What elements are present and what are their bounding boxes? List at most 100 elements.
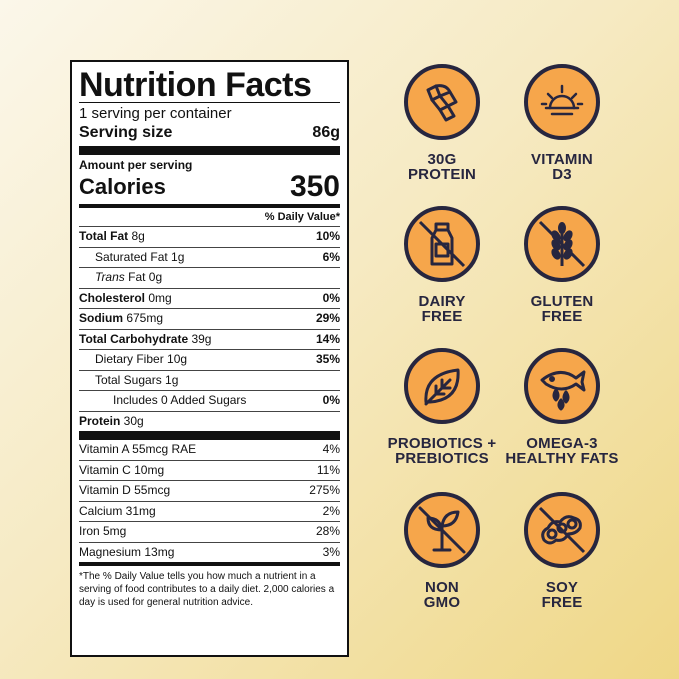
divider bbox=[79, 146, 340, 155]
nutrient-amount: Fat 0g bbox=[124, 270, 163, 284]
badge-label-line: VITAMIN bbox=[531, 151, 593, 168]
vitamin-label: Magnesium 13mg bbox=[79, 544, 175, 559]
divider bbox=[79, 204, 340, 208]
nutrient-amount: 30g bbox=[120, 413, 144, 428]
nutrient-dv: 0% bbox=[322, 393, 340, 407]
nutrient-amount: 0mg bbox=[145, 290, 172, 305]
badge-label-line: FREE bbox=[541, 308, 583, 325]
badge-label-line: 30G bbox=[427, 151, 457, 168]
badge-label: DAIRY FREE bbox=[382, 294, 502, 324]
nutrient-dv: 6% bbox=[322, 249, 340, 264]
badge-label-line: NON bbox=[425, 579, 459, 596]
sprout-crossed-icon bbox=[418, 506, 466, 554]
badge-label-line: OMEGA-3 bbox=[526, 435, 598, 452]
nutrient-dv: 10% bbox=[315, 229, 340, 243]
nutrient-row-total-sugars: Total Sugars 1g bbox=[79, 369, 340, 391]
badge-label-line: HEALTHY FATS bbox=[505, 450, 619, 467]
badge-circle bbox=[404, 206, 480, 282]
nutrition-title: Nutrition Facts bbox=[79, 66, 312, 104]
servings-per-container: 1 serving per container bbox=[79, 105, 232, 122]
badge-gluten-free: GLUTEN FREE bbox=[502, 206, 622, 324]
vitamin-dv: 11% bbox=[316, 462, 340, 477]
vitamin-label: Vitamin C 10mg bbox=[79, 462, 165, 477]
nutrient-dv: 29% bbox=[315, 311, 340, 325]
soybean-crossed-icon bbox=[538, 506, 586, 554]
divider bbox=[79, 431, 340, 440]
badge-circle bbox=[404, 64, 480, 140]
serving-size-row: Serving size 86g bbox=[79, 123, 340, 146]
vitamin-row: Calcium 31mg 2% bbox=[79, 500, 340, 522]
badge-label: SOY FREE bbox=[502, 580, 622, 610]
vitamin-dv: 2% bbox=[322, 503, 340, 518]
vitamin-label: Vitamin A 55mcg RAE bbox=[79, 442, 197, 456]
nutrient-amount: 10g bbox=[163, 352, 188, 366]
badge-label-line: PROTEIN bbox=[407, 166, 477, 183]
nutrient-label: Total Carbohydrate bbox=[79, 331, 189, 346]
badge-circle bbox=[524, 206, 600, 282]
badge-circle bbox=[404, 492, 480, 568]
nutrient-dv: 35% bbox=[315, 352, 340, 366]
badge-label-line: FREE bbox=[421, 308, 463, 325]
divider bbox=[79, 562, 340, 566]
badge-circle bbox=[524, 348, 600, 424]
nutrient-label: Saturated Fat bbox=[95, 249, 168, 264]
badge-non-gmo: NON GMO bbox=[382, 492, 502, 610]
badge-label: OMEGA-3 HEALTHY FATS bbox=[494, 436, 630, 466]
badge-dairy-free: DAIRY FREE bbox=[382, 206, 502, 324]
nutrient-label: Includes 0 Added Sugars bbox=[113, 393, 247, 407]
nutrient-amount: 39g bbox=[188, 331, 212, 346]
calories-row: Calories 350 bbox=[79, 172, 340, 204]
vitamin-dv: 275% bbox=[309, 483, 340, 497]
vitamin-dv: 3% bbox=[322, 544, 340, 559]
vitamin-row: Vitamin D 55mcg 275% bbox=[79, 480, 340, 501]
vitamin-label: Calcium 31mg bbox=[79, 503, 156, 518]
badge-label: VITAMIN D3 bbox=[502, 152, 622, 182]
nutrient-row-total-carbohydrate: Total Carbohydrate 39g 14% bbox=[79, 328, 340, 350]
badge-label: PROBIOTICS + PREBIOTICS bbox=[374, 436, 510, 466]
vitamin-row: Iron 5mg 28% bbox=[79, 521, 340, 542]
nutrient-row-trans-fat: Trans Fat 0g bbox=[79, 267, 340, 288]
badge-probiotics: PROBIOTICS + PREBIOTICS bbox=[374, 348, 510, 466]
badge-label-line: FREE bbox=[541, 594, 583, 611]
vitamin-dv: 28% bbox=[315, 524, 340, 538]
badge-label: GLUTEN FREE bbox=[502, 294, 622, 324]
badge-circle bbox=[524, 492, 600, 568]
badge-vitamin-d3: VITAMIN D3 bbox=[502, 64, 622, 182]
serving-size-value: 86g bbox=[312, 124, 340, 141]
nutrient-dv: 0% bbox=[322, 290, 340, 305]
wheat-crossed-icon bbox=[538, 220, 586, 268]
nutrient-label: Protein bbox=[79, 413, 121, 428]
badge-label-line: DAIRY bbox=[418, 293, 466, 310]
daily-value-header: % Daily Value* bbox=[264, 211, 340, 223]
vitamin-row: Vitamin A 55mcg RAE 4% bbox=[79, 440, 340, 460]
nutrient-amount: 1g bbox=[167, 249, 185, 264]
vitamin-label: Iron 5mg bbox=[79, 524, 127, 538]
milk-bottle-crossed-icon bbox=[418, 220, 466, 268]
amount-per-serving: Amount per serving bbox=[79, 158, 193, 172]
badge-label-line: PREBIOTICS bbox=[395, 450, 489, 467]
nutrient-label: Trans bbox=[95, 270, 125, 284]
badge-label-line: GMO bbox=[423, 594, 461, 611]
badge-label: NON GMO bbox=[382, 580, 502, 610]
nutrient-amount: 1g bbox=[161, 372, 179, 387]
badge-label-line: PROBIOTICS + bbox=[387, 435, 497, 452]
nutrient-label: Sodium bbox=[79, 311, 123, 325]
nutrient-row-added-sugars: Includes 0 Added Sugars 0% bbox=[79, 390, 340, 411]
badge-protein: 30G PROTEIN bbox=[382, 64, 502, 182]
nutrient-row-protein: Protein 30g bbox=[79, 410, 340, 432]
nutrient-label: Cholesterol bbox=[79, 290, 146, 305]
nutrient-label: Total Sugars bbox=[95, 372, 162, 387]
nutrient-row-dietary-fiber: Dietary Fiber 10g 35% bbox=[79, 349, 340, 370]
serving-size-label: Serving size bbox=[79, 124, 173, 141]
nutrient-dv: 14% bbox=[315, 331, 340, 346]
protein-ribbon-icon bbox=[426, 84, 458, 122]
vitamin-dv: 4% bbox=[322, 442, 340, 456]
badge-omega-3: OMEGA-3 HEALTHY FATS bbox=[494, 348, 630, 466]
nutrient-row-saturated-fat: Saturated Fat 1g 6% bbox=[79, 246, 340, 268]
badge-label: 30G PROTEIN bbox=[382, 152, 502, 182]
badge-circle bbox=[404, 348, 480, 424]
badge-label-line: GLUTEN bbox=[530, 293, 594, 310]
vitamin-row: Vitamin C 10mg 11% bbox=[79, 459, 340, 481]
nutrient-amount: 675mg bbox=[123, 311, 164, 325]
nutrient-row-sodium: Sodium 675mg 29% bbox=[79, 308, 340, 329]
